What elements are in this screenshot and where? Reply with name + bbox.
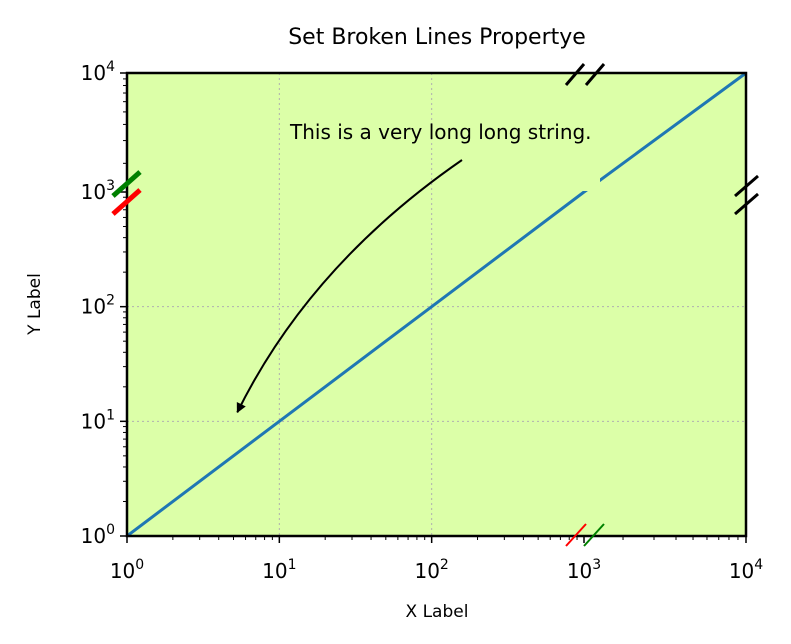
break-mark-bottom-upper bbox=[583, 523, 605, 547]
y-tick-label: 100 bbox=[81, 522, 115, 548]
x-tick-label: 101 bbox=[262, 557, 296, 583]
plot-layer: 100 101 102 103 104 100 101 102 103 104 This is a … bbox=[81, 59, 764, 583]
break-mark-top bbox=[564, 63, 586, 86]
x-tick-label: 102 bbox=[414, 557, 448, 583]
break-mark-left-upper bbox=[111, 170, 142, 198]
series-break-gap bbox=[572, 177, 600, 191]
y-tick-label: 101 bbox=[81, 407, 115, 433]
x-tick-label: 100 bbox=[110, 557, 144, 583]
break-mark-top bbox=[584, 63, 606, 86]
y-break-gap bbox=[127, 180, 746, 192]
break-mark-right bbox=[734, 174, 759, 198]
chart-title: Set Broken Lines Propertye bbox=[288, 25, 586, 50]
break-mark-left-lower bbox=[111, 188, 142, 216]
y-axis-label: Y Label bbox=[25, 273, 45, 336]
y-tick-label: 103 bbox=[81, 178, 115, 204]
break-mark-right bbox=[734, 192, 759, 216]
break-mark-bottom-lower bbox=[565, 523, 587, 547]
annotation-arrow bbox=[236, 159, 463, 414]
x-tick-label: 103 bbox=[567, 557, 601, 583]
y-tick-label: 104 bbox=[81, 59, 115, 85]
annotation-text: This is a very long long string. bbox=[289, 120, 592, 144]
axes-frame bbox=[125, 71, 748, 538]
y-tick-label: 102 bbox=[81, 293, 115, 319]
series-line bbox=[126, 190, 585, 538]
x-tick-label: 104 bbox=[729, 557, 763, 583]
x-axis-label: X Label bbox=[406, 602, 469, 622]
